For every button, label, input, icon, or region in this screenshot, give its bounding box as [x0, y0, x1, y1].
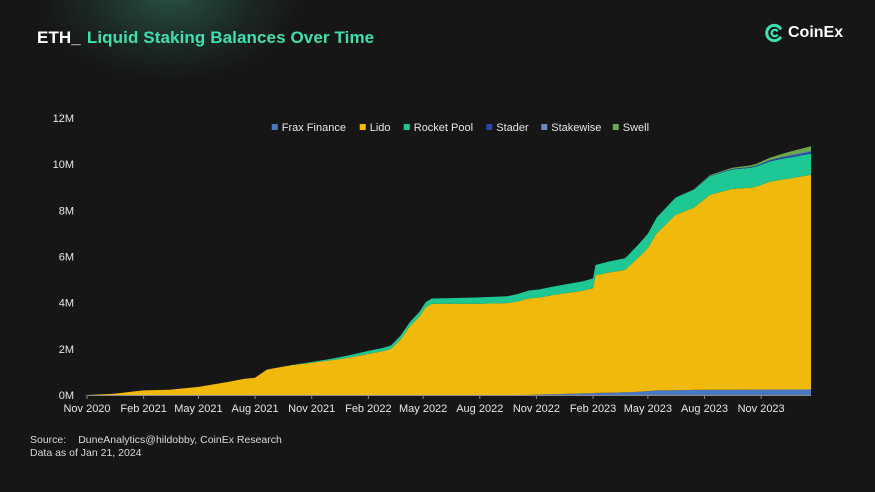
- y-tick-label: 8M: [59, 205, 74, 217]
- page-title: ETH_ Liquid Staking Balances Over Time: [37, 28, 374, 48]
- x-tick-label: May 2022: [399, 403, 447, 415]
- legend-swatch-frax-finance: [271, 124, 278, 130]
- x-tick-label: Aug 2023: [681, 403, 728, 415]
- y-tick-label: 12M: [53, 113, 74, 125]
- legend-swatch-swell: [612, 124, 619, 130]
- x-tick-label: Nov 2021: [288, 403, 335, 415]
- y-tick-label: 0M: [59, 390, 74, 402]
- source-text: DuneAnalytics@hildobby, CoinEx Research: [78, 434, 282, 446]
- coinex-logo-icon: [765, 23, 782, 43]
- y-tick-label: 6M: [59, 252, 74, 264]
- source-line: Source: DuneAnalytics@hildobby, CoinEx Re…: [30, 434, 282, 447]
- x-tick-label: Nov 2022: [513, 403, 560, 415]
- date-note: Data as of Jan 21, 2024: [30, 447, 142, 459]
- legend-label-rocket-pool: Rocket Pool: [414, 122, 473, 134]
- area-lido: [87, 174, 811, 395]
- x-tick-label: Feb 2021: [120, 403, 166, 415]
- title-prefix: ETH_: [37, 28, 81, 47]
- x-tick-label: Aug 2021: [232, 403, 279, 415]
- x-tick-label: Aug 2022: [456, 403, 503, 415]
- x-tick-label: Feb 2022: [345, 403, 391, 415]
- legend-swatch-lido: [359, 124, 366, 130]
- area-frax-finance: [87, 389, 811, 395]
- legend-label-stader: Stader: [496, 122, 529, 134]
- legend-swatch-rocket-pool: [403, 124, 410, 130]
- logo-text: CoinEx: [788, 24, 844, 41]
- title-main: Liquid Staking Balances Over Time: [86, 28, 375, 47]
- legend-label-swell: Swell: [623, 122, 649, 134]
- x-tick-label: Nov 2023: [738, 403, 785, 415]
- x-tick-label: May 2021: [174, 403, 222, 415]
- legend-label-stakewise: Stakewise: [551, 122, 601, 134]
- y-tick-label: 4M: [59, 298, 74, 310]
- x-tick-label: Nov 2020: [63, 403, 110, 415]
- x-tick-label: Feb 2023: [570, 403, 616, 415]
- x-tick-label: May 2023: [624, 403, 672, 415]
- coinex-logo: CoinEx: [764, 22, 843, 44]
- source-label: Source:: [30, 434, 67, 446]
- y-tick-label: 2M: [59, 344, 74, 356]
- y-tick-label: 10M: [53, 159, 74, 171]
- legend-swatch-stader: [486, 124, 493, 130]
- legend-label-frax-finance: Frax Finance: [282, 122, 346, 134]
- area-rocket-pool: [87, 153, 811, 395]
- legend-label-lido: Lido: [370, 122, 391, 134]
- legend-swatch-stakewise: [541, 124, 548, 130]
- footer: Source: DuneAnalytics@hildobby, CoinEx Re…: [30, 434, 282, 460]
